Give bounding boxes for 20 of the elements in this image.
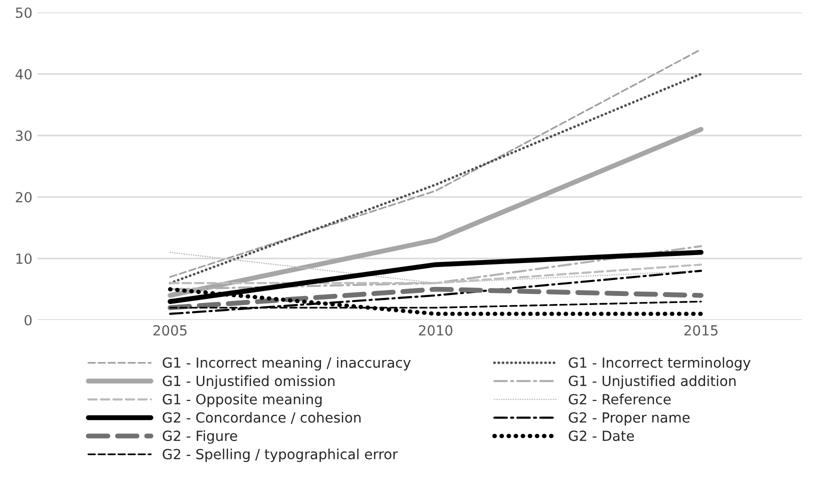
legend-label: G1 - Incorrect meaning / inaccuracy bbox=[162, 357, 411, 371]
x-tick-label: 2010 bbox=[418, 325, 452, 336]
legend-label: G2 - Proper name bbox=[568, 412, 690, 426]
y-tick-label: 0 bbox=[24, 314, 32, 326]
legend-label: G1 - Unjustified addition bbox=[568, 375, 736, 389]
legend-label: G1 - Incorrect terminology bbox=[568, 357, 751, 371]
y-tick-label: 10 bbox=[16, 253, 32, 264]
legend-label: G2 - Reference bbox=[568, 394, 671, 404]
legend-label: G1 - Unjustified omission bbox=[162, 375, 334, 389]
legend-label: G2 - Figure bbox=[162, 430, 238, 444]
y-tick-label: 30 bbox=[16, 130, 32, 141]
x-tick-label: 2005 bbox=[153, 325, 187, 336]
legend-label: G1 - Opposite meaning bbox=[162, 394, 322, 408]
legend-label: G2 - Concordance / cohesion bbox=[162, 412, 361, 424]
y-tick-label: 50 bbox=[16, 7, 32, 18]
x-tick-label: 2015 bbox=[684, 325, 718, 336]
legend-label: G2 - Date bbox=[568, 430, 634, 442]
legend-label: G2 - Spelling / typographical error bbox=[162, 448, 398, 462]
y-tick-label: 40 bbox=[16, 68, 32, 80]
y-tick-label: 20 bbox=[16, 192, 32, 202]
